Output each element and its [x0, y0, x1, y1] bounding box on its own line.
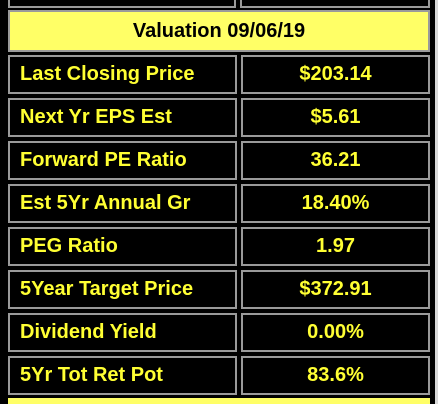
valuation-title: Valuation 09/06/19: [132, 19, 306, 42]
table-row: Dividend Yield 0.00%: [8, 313, 430, 352]
row-label: Next Yr EPS Est: [8, 98, 237, 137]
row-value: 0.00%: [241, 313, 430, 352]
row-value: 18.40%: [241, 184, 430, 223]
row-label: Est 5Yr Annual Gr: [8, 184, 237, 223]
row-label: Forward PE Ratio: [8, 141, 237, 180]
row-value: $203.14: [241, 55, 430, 94]
table-row: Est 5Yr Annual Gr 18.40%: [8, 184, 430, 223]
table-row: Forward PE Ratio 36.21: [8, 141, 430, 180]
row-value: $5.61: [241, 98, 430, 137]
table-row: Last Closing Price $203.14: [8, 55, 430, 94]
table-row: PEG Ratio 1.97: [8, 227, 430, 266]
row-value: 83.6%: [241, 356, 430, 395]
row-label: 5Yr Tot Ret Pot: [8, 356, 237, 395]
table-row: Next Yr EPS Est $5.61: [8, 98, 430, 137]
row-label: Last Closing Price: [8, 55, 237, 94]
table-row: 5Year Target Price $372.91: [8, 270, 430, 309]
row-label: Dividend Yield: [8, 313, 237, 352]
table-row: 5Yr Tot Ret Pot 83.6%: [8, 356, 430, 395]
row-value: $372.91: [241, 270, 430, 309]
valuation-header: Valuation 09/06/19: [8, 10, 430, 52]
row-value: 1.97: [241, 227, 430, 266]
previous-row-label-cell-edge: [8, 0, 236, 8]
row-value: 36.21: [241, 141, 430, 180]
row-label: 5Year Target Price: [8, 270, 237, 309]
row-label: PEG Ratio: [8, 227, 237, 266]
next-section-header-edge: [8, 398, 430, 404]
previous-row-value-cell-edge: [240, 0, 430, 8]
